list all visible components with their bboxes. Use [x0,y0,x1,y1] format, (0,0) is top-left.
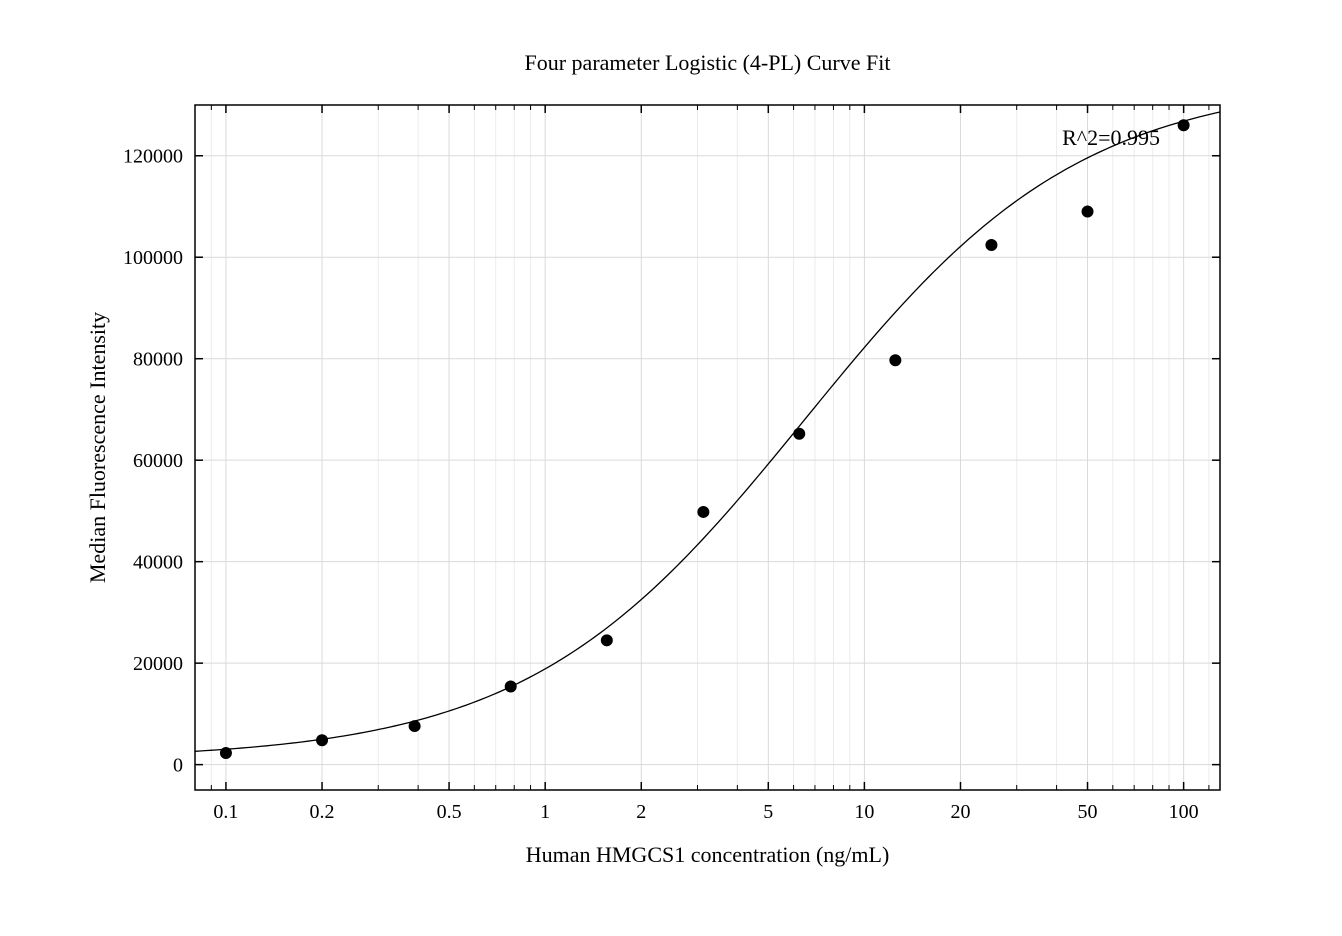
data-point [409,720,421,732]
data-point [1082,206,1094,218]
data-point [601,634,613,646]
data-point [889,354,901,366]
x-axis-label: Human HMGCS1 concentration (ng/mL) [526,842,890,867]
data-point [220,747,232,759]
chart-svg: 0.1 0.2 0.5 1 2 5 10 20 50 100 0 20000 40000 60000 800… [0,0,1342,936]
x-tick-label: 10 [854,801,874,823]
x-tick-label: 2 [636,801,646,823]
x-tick-label: 0.2 [310,801,335,823]
y-tick-label: 120000 [123,146,183,168]
x-tick-label: 1 [540,801,550,823]
chart-title: Four parameter Logistic (4-PL) Curve Fit [525,50,891,75]
r-squared-annotation: R^2=0.995 [1062,125,1160,150]
data-point [316,734,328,746]
y-axis-label: Median Fluorescence Intensity [85,312,110,583]
x-tick-label: 0.5 [437,801,462,823]
data-point [505,680,517,692]
data-point [697,506,709,518]
y-tick-label: 100000 [123,247,183,269]
y-tick-label: 60000 [133,450,183,472]
y-tick-label: 80000 [133,349,183,371]
data-point [1178,119,1190,131]
chart-container: 0.1 0.2 0.5 1 2 5 10 20 50 100 0 20000 40000 60000 800… [0,0,1342,936]
x-tick-label: 0.1 [213,801,238,823]
data-point [985,239,997,251]
x-tick-label: 5 [763,801,773,823]
data-point [793,428,805,440]
x-tick-label: 20 [950,801,970,823]
y-tick-label: 20000 [133,653,183,675]
y-tick-label: 40000 [133,552,183,574]
x-tick-label: 50 [1078,801,1098,823]
y-tick-label: 0 [173,755,183,777]
x-tick-label: 100 [1169,801,1199,823]
